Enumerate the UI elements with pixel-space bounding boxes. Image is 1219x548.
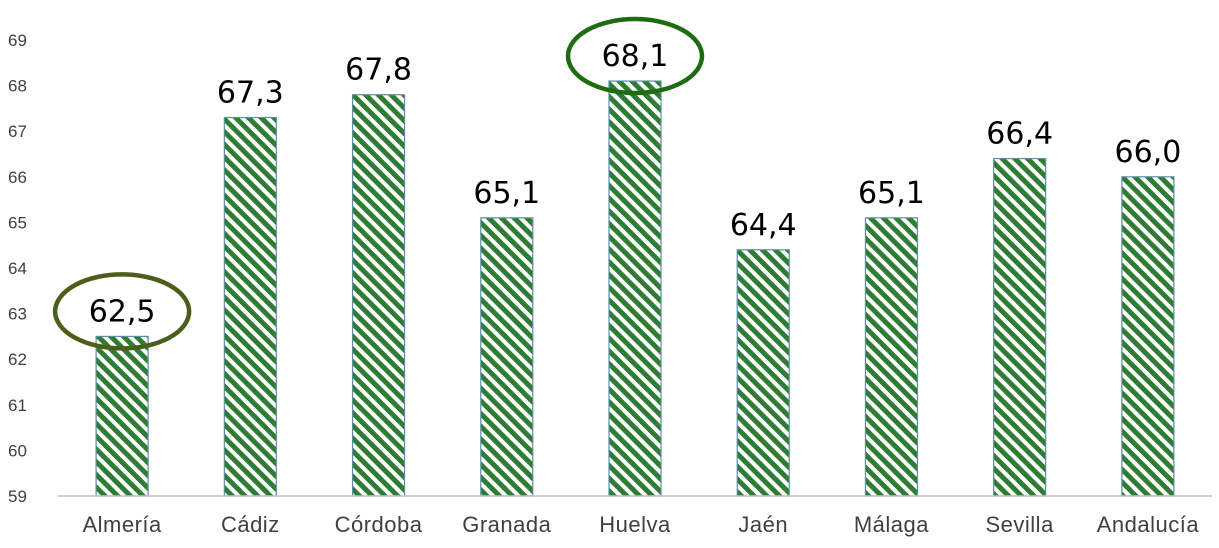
data-label: 66,0 <box>1114 135 1181 170</box>
bar <box>864 217 919 497</box>
x-tick-label: Jaén <box>738 512 788 537</box>
y-tick-label: 65 <box>8 213 27 232</box>
bar <box>480 217 534 497</box>
data-label: 62,5 <box>89 294 156 329</box>
y-tick-label: 66 <box>8 168 27 187</box>
y-tick-label: 59 <box>8 487 27 506</box>
y-tick-label: 61 <box>8 396 27 415</box>
data-label: 65,1 <box>473 176 540 211</box>
y-axis: 59 60 61 62 63 64 65 66 67 68 69 <box>8 31 27 506</box>
bar <box>351 94 406 497</box>
y-tick-label: 68 <box>8 77 27 96</box>
x-tick-label: Córdoba <box>335 512 423 537</box>
y-tick-label: 63 <box>8 305 27 324</box>
data-label: 67,3 <box>217 76 284 111</box>
bar <box>223 116 277 497</box>
data-label: 65,1 <box>858 176 925 211</box>
y-tick-label: 67 <box>8 122 27 141</box>
x-tick-label: Almería <box>82 512 162 537</box>
data-label: 66,4 <box>986 117 1053 152</box>
bar <box>608 80 662 497</box>
bars <box>95 80 1175 497</box>
x-tick-label: Málaga <box>854 512 929 537</box>
bar <box>95 335 149 497</box>
data-label: 67,8 <box>345 53 412 88</box>
x-tick-label: Cádiz <box>221 512 280 537</box>
x-tick-label: Andalucía <box>1097 512 1200 537</box>
x-tick-label: Huelva <box>599 512 671 537</box>
x-tick-label: Sevilla <box>986 512 1055 537</box>
y-tick-label: 62 <box>8 350 27 369</box>
x-tick-label: Granada <box>462 512 551 537</box>
y-tick-label: 60 <box>8 441 27 460</box>
highlight-ellipse <box>52 272 192 351</box>
bar <box>736 249 790 497</box>
y-tick-label: 64 <box>8 259 27 278</box>
data-labels: 62,5 67,3 67,8 65,1 68,1 64,4 65,1 66,4 66,0 <box>89 39 1182 329</box>
y-tick-label: 69 <box>8 31 27 50</box>
highlight-ellipses <box>52 16 705 351</box>
data-label: 64,4 <box>730 208 797 243</box>
bar <box>993 157 1047 497</box>
data-label: 68,1 <box>602 39 669 74</box>
x-axis: Almería Cádiz Córdoba Granada Huelva Jaén Mála… <box>82 512 1200 537</box>
highlight-ellipse <box>565 16 705 96</box>
bar <box>1121 176 1175 497</box>
